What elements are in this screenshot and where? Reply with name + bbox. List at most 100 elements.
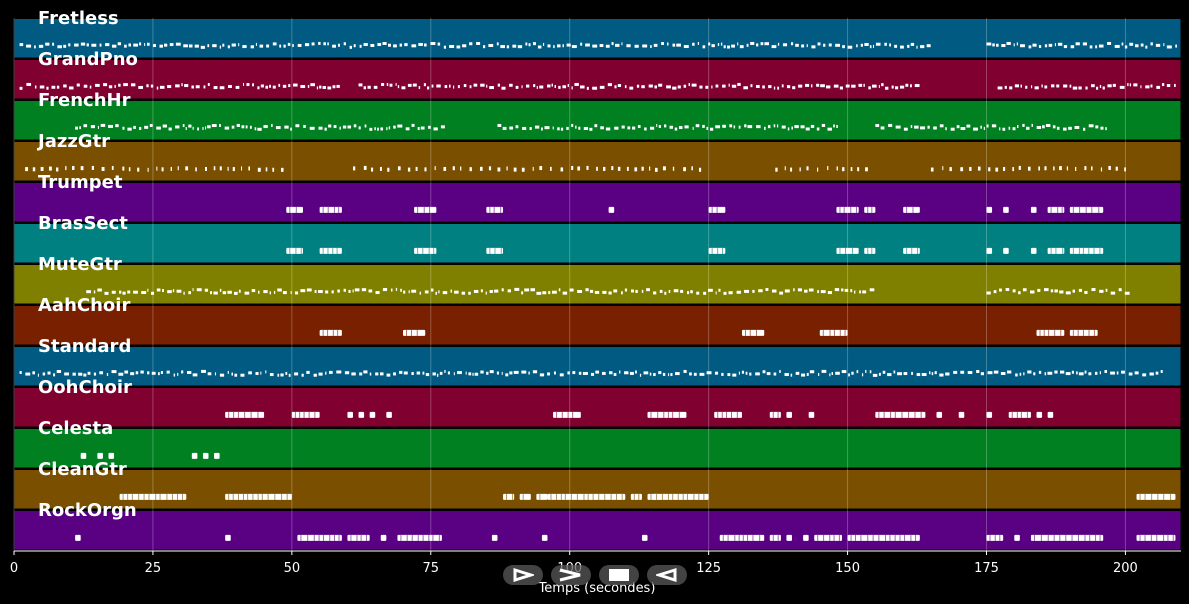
note-mark [301, 373, 304, 377]
note-mark [419, 291, 422, 295]
note-mark [415, 166, 418, 171]
note-mark [745, 371, 748, 375]
note-mark [927, 125, 930, 129]
note-mark [626, 166, 629, 171]
note-mark [1036, 125, 1042, 129]
note-gap [657, 411, 659, 418]
note-gap [736, 411, 738, 418]
note-mark [1044, 166, 1047, 171]
note-mark [1091, 288, 1096, 292]
note-mark [53, 373, 56, 377]
note-mark [329, 370, 333, 374]
note-mark [90, 125, 96, 129]
note-mark [207, 372, 212, 376]
note-mark [401, 86, 406, 90]
note-mark [629, 86, 634, 90]
rewind-button[interactable] [647, 565, 687, 585]
note-mark [473, 289, 479, 293]
note-mark [449, 45, 455, 49]
note-gap [567, 411, 569, 418]
note-mark [424, 167, 427, 172]
note-mark [480, 370, 484, 374]
note-mark [632, 126, 636, 130]
note-mark [708, 42, 711, 46]
note-mark [186, 370, 192, 374]
stop-button[interactable] [599, 565, 639, 585]
note-mark [624, 371, 629, 375]
note-gap [333, 534, 335, 541]
note-mark [1012, 127, 1016, 131]
note-mark [491, 534, 498, 541]
note-mark [400, 288, 402, 292]
note-mark [319, 85, 322, 89]
note-mark [894, 44, 898, 48]
note-gap [561, 411, 563, 418]
note-mark [1028, 166, 1031, 171]
note-gap [1098, 206, 1100, 213]
note-mark [741, 329, 765, 336]
note-gap [899, 534, 901, 541]
note-mark [411, 44, 417, 48]
note-mark [399, 370, 403, 374]
note-gap [176, 493, 178, 500]
note-mark [676, 43, 681, 47]
note-mark [1003, 247, 1009, 254]
note-gap [906, 206, 908, 213]
note-mark [891, 85, 894, 89]
note-mark [338, 43, 340, 47]
note-mark [194, 44, 199, 48]
note-gap [429, 206, 431, 213]
note-gap [1139, 534, 1141, 541]
forward-button[interactable] [551, 565, 591, 585]
note-mark [859, 290, 861, 294]
note-mark [1084, 370, 1087, 374]
note-mark [68, 86, 74, 90]
track-lanes [13, 18, 1182, 551]
play-button[interactable] [503, 565, 543, 585]
note-mark [293, 83, 298, 87]
note-gap [822, 329, 824, 336]
note-mark [1100, 167, 1103, 172]
note-mark [352, 166, 356, 171]
note-gap [871, 247, 873, 254]
note-mark [776, 124, 779, 128]
note-mark [411, 289, 417, 293]
note-mark [176, 289, 182, 293]
note-mark [821, 369, 827, 373]
note-mark [122, 291, 126, 295]
note-mark [737, 42, 739, 46]
note-mark [269, 84, 271, 88]
note-mark [547, 84, 551, 88]
note-mark [668, 290, 671, 294]
note-gap [233, 411, 235, 418]
note-gap [556, 411, 558, 418]
note-mark [1099, 289, 1104, 293]
note-mark [76, 83, 80, 87]
note-gap [428, 247, 430, 254]
note-gap [332, 329, 334, 336]
note-mark [986, 411, 993, 418]
note-mark [450, 289, 453, 293]
note-mark [431, 84, 434, 88]
note-gap [417, 247, 419, 254]
note-mark [995, 167, 999, 172]
note-mark [1013, 43, 1015, 47]
note-mark [331, 290, 334, 294]
note-mark [80, 452, 87, 459]
note-mark [38, 44, 44, 48]
note-mark [1044, 288, 1049, 292]
note-mark [135, 371, 139, 375]
note-mark [51, 85, 56, 89]
note-mark [284, 125, 289, 129]
note-mark [509, 371, 513, 375]
note-mark [1042, 125, 1045, 129]
note-gap [672, 411, 674, 418]
note-mark [1085, 86, 1088, 90]
note-mark [105, 43, 110, 47]
note-mark [1057, 42, 1063, 46]
note-mark [756, 85, 760, 89]
note-mark [140, 370, 144, 374]
note-mark [1088, 124, 1094, 128]
note-mark [1030, 206, 1037, 213]
note-mark [1110, 291, 1116, 295]
